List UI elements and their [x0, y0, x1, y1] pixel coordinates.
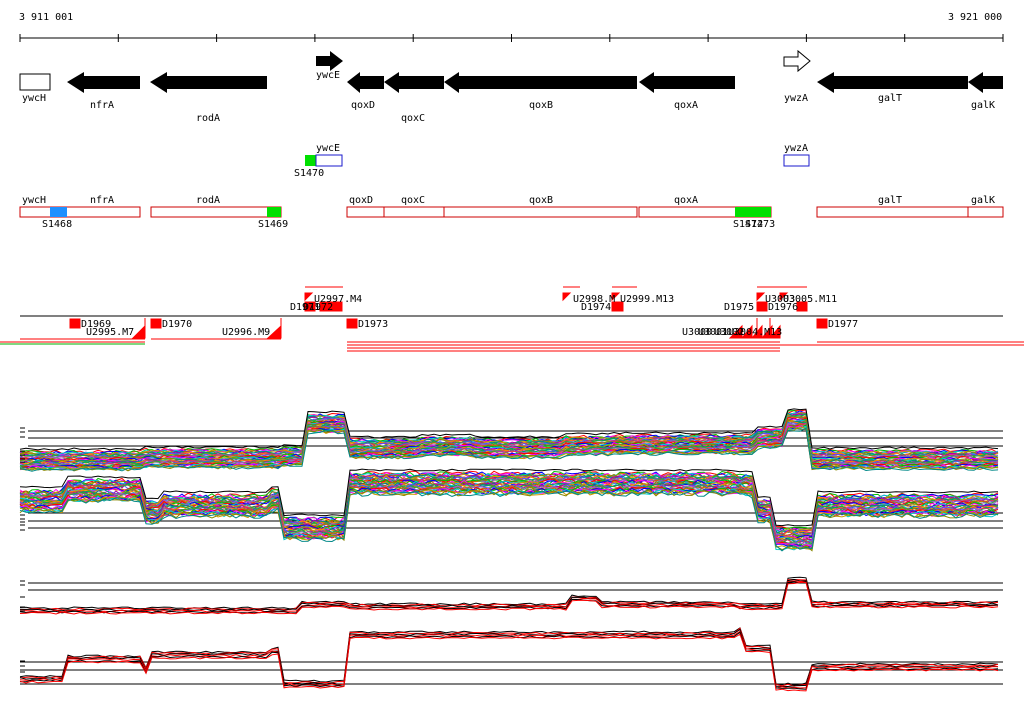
gene-label: nfrA: [90, 100, 114, 111]
gene-label: galK: [971, 100, 995, 111]
arrow-left-icon: [384, 72, 444, 93]
reverse-box[interactable]: [19, 206, 141, 218]
segment-label: U3000: [682, 327, 712, 338]
box-label: qoxB: [529, 195, 553, 206]
arrow-left-icon: [639, 72, 735, 93]
segment-label: U3002: [714, 327, 744, 338]
gene-ywcH[interactable]: ywcH: [19, 73, 51, 104]
segment-track: U2997.M4 D1971 D1972 U2998.M D1974 U2999…: [0, 286, 1024, 352]
arrow-left-icon: [67, 72, 140, 93]
segment-label: D1970: [162, 319, 192, 330]
reverse-box[interactable]: [443, 206, 638, 218]
gene-qoxB[interactable]: qoxB: [444, 72, 637, 111]
segment-label: D1972: [303, 302, 333, 313]
box-label: ywcH: [22, 195, 46, 206]
box-label: qoxD: [349, 195, 373, 206]
segments-upper: [304, 286, 808, 312]
coordinate-end: 3 921 000: [948, 12, 1003, 23]
green-site[interactable]: [305, 155, 316, 166]
site-label: S1468: [42, 219, 72, 230]
reverse-box[interactable]: [967, 206, 1004, 218]
segment-label: U2995.M7: [86, 327, 134, 338]
box-label: ywzA: [784, 143, 808, 154]
site-label: S1469: [258, 219, 288, 230]
site-label: S1473: [745, 219, 775, 230]
reverse-box[interactable]: [150, 206, 282, 218]
gene-qoxA[interactable]: qoxA: [639, 72, 735, 111]
gene-qoxC[interactable]: qoxC: [384, 72, 444, 124]
segment-label: U2999.M13: [620, 294, 674, 305]
segment-label: D1973: [358, 319, 388, 330]
arrow-right-icon: [316, 51, 343, 71]
gene-label: ywcH: [22, 93, 46, 104]
segment-lines: [0, 341, 1024, 352]
segment-label: D1974: [581, 302, 611, 313]
expression-panel-multicolor: [19, 408, 1003, 552]
reverse-box[interactable]: [346, 206, 385, 218]
gene-qoxD[interactable]: qoxD: [347, 72, 384, 111]
gene-galT[interactable]: galT: [817, 72, 968, 104]
gene-rodA[interactable]: rodA: [150, 72, 267, 124]
blue-site[interactable]: [50, 207, 67, 217]
box-label: qoxC: [401, 195, 425, 206]
gene-label: qoxC: [401, 113, 425, 124]
green-site[interactable]: [735, 207, 771, 217]
coordinate-ruler: [19, 34, 1004, 42]
empty-box-icon: [19, 73, 51, 91]
gene-track: ywcH nfrA rodA ywcE qoxD qoxC qo: [19, 49, 1003, 124]
gene-label: qoxA: [674, 100, 698, 111]
forward-box-ywcE[interactable]: [315, 154, 343, 167]
box-label: galT: [878, 195, 902, 206]
segment-label: D1969: [81, 319, 111, 330]
arrow-left-icon: [968, 72, 1003, 93]
arrow-left-icon: [444, 72, 637, 93]
gene-label: ywcE: [316, 70, 340, 81]
segment-label: U3003: [765, 294, 795, 305]
segment-label: D1976: [768, 302, 798, 313]
arrow-left-icon: [347, 72, 384, 93]
segment-label: U2996.M9: [222, 327, 270, 338]
box-label: galK: [971, 195, 995, 206]
segment-label: U2998.M: [573, 294, 615, 305]
segment-label: D1977: [828, 319, 858, 330]
gene-galK[interactable]: galK: [968, 72, 1003, 111]
arrow-left-icon: [150, 72, 267, 93]
segment-label: D1971: [290, 302, 320, 313]
segment-label: U3005.M11: [783, 294, 837, 305]
segment-label: U3001: [698, 327, 728, 338]
gene-ywzA[interactable]: ywzA: [783, 49, 811, 104]
box-label: rodA: [196, 195, 220, 206]
box-label: ywcE: [316, 143, 340, 154]
box-label: qoxA: [674, 195, 698, 206]
expression-panel-redblack: [19, 576, 1003, 692]
gene-label: galT: [878, 93, 902, 104]
coordinate-start: 3 911 001: [19, 12, 74, 23]
outline-arrow-right-icon: [783, 49, 811, 73]
segment-label: U2997.M4: [314, 294, 362, 305]
gene-label: rodA: [196, 113, 220, 124]
green-site[interactable]: [267, 207, 281, 217]
segment-label: U3004.M13: [728, 327, 782, 338]
box-label: nfrA: [90, 195, 114, 206]
segment-label: D1975: [724, 302, 754, 313]
forward-annotation-track: ywcE S1470 ywzA: [294, 143, 810, 179]
gene-label: qoxB: [529, 100, 553, 111]
segments-lower: [20, 318, 828, 340]
reverse-box[interactable]: [816, 206, 969, 218]
arrow-left-icon: [817, 72, 968, 93]
reverse-annotation-track: ywcH nfrA S1468 rodA S1469 qoxD qoxC qox…: [19, 195, 1004, 230]
reverse-box[interactable]: [383, 206, 445, 218]
site-label: S1472: [733, 219, 763, 230]
forward-box-ywzA[interactable]: [783, 154, 810, 167]
gene-nfrA[interactable]: nfrA: [67, 72, 140, 111]
gene-label: qoxD: [351, 100, 375, 111]
gene-ywcE[interactable]: ywcE: [316, 51, 343, 81]
site-label: S1470: [294, 168, 324, 179]
gene-label: ywzA: [784, 93, 808, 104]
